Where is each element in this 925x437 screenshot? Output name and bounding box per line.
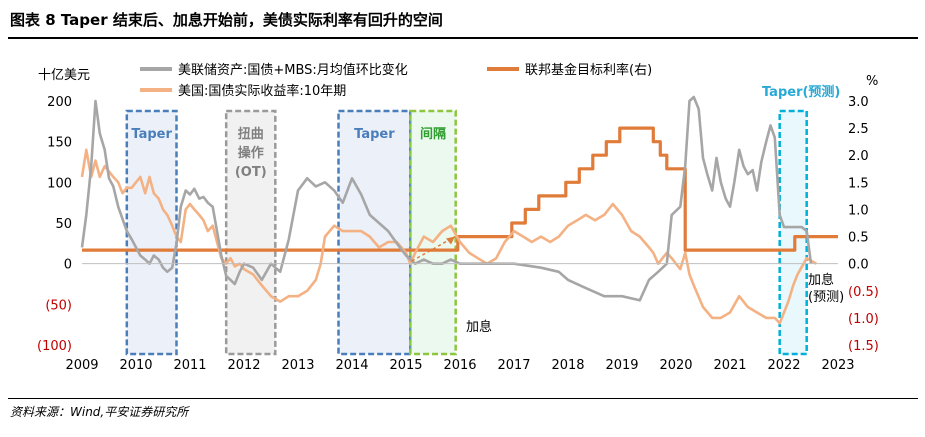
source-note: 资料来源：Wind,平安证券研究所 (10, 405, 189, 419)
x-tick-label: 2021 (713, 358, 746, 373)
title-bar: 图表 8 Taper 结束后、加息开始前，美债实际利率有回升的空间 (8, 6, 918, 39)
left-tick-label: 200 (47, 95, 72, 110)
annotation-box (337, 109, 412, 356)
x-tick-label: 2019 (605, 358, 638, 373)
box-label: 操作 (238, 145, 264, 161)
left-tick-label: 0 (64, 258, 72, 273)
x-tick-label: 2014 (335, 358, 368, 373)
x-tick-label: 2011 (173, 358, 206, 373)
series-layer (80, 95, 838, 325)
x-tick-label: 2016 (443, 358, 476, 373)
x-tick-label: 2013 (281, 358, 314, 373)
box-label: Taper(预测) (762, 84, 840, 100)
series-line (80, 95, 813, 302)
right-tick-label: 1.5 (848, 176, 869, 191)
box-label: (OT) (235, 165, 267, 180)
footer-rule (8, 398, 918, 399)
series-line (82, 126, 838, 252)
annotation-box (224, 109, 277, 356)
x-tick-label: 2012 (227, 358, 260, 373)
annotation-box (778, 109, 808, 356)
x-tick-label: 2010 (119, 358, 152, 373)
x-tick-label: 2022 (767, 358, 800, 373)
x-tick-label: 2023 (821, 358, 854, 373)
hike-arrowhead (446, 236, 455, 245)
box-label: 扭曲 (238, 126, 264, 142)
left-tick-label: (100) (37, 339, 72, 354)
x-tick-label: 2009 (65, 358, 98, 373)
box-label: 间隔 (420, 126, 446, 142)
right-axis-unit: % (866, 74, 878, 89)
right-tick-label: (1.5) (848, 339, 879, 354)
left-tick-label: 150 (47, 136, 72, 151)
legend: 美联储资产:国债+MBS:月均值环比变化 联邦基金目标利率(右) 美国:国债实际收益… (140, 62, 652, 99)
right-tick-label: (1.0) (848, 312, 879, 327)
right-tick-label: 3.0 (848, 95, 869, 110)
legend-label: 美国:国债实际收益率:10年期 (178, 83, 346, 99)
box-label: Taper (354, 127, 395, 142)
left-tick-label: 100 (47, 176, 72, 191)
title-rule (8, 37, 918, 39)
legend-label: 美联储资产:国债+MBS:月均值环比变化 (178, 62, 408, 78)
x-tick-label: 2018 (551, 358, 584, 373)
legend-label: 联邦基金目标利率(右) (525, 62, 652, 78)
annotation-box (125, 109, 178, 356)
right-tick-label: 1.0 (848, 203, 869, 218)
annotation-label: 加息 (466, 319, 492, 335)
left-tick-label: (50) (45, 298, 72, 313)
axes-layer: 200 150 100 50 0 (50) (100) 3.0 2.5 2.0 1.5 1.0 0.5 0… (37, 68, 879, 373)
x-tick-label: 2015 (389, 358, 422, 373)
right-tick-label: 2.5 (848, 122, 869, 137)
x-tick-label: 2020 (659, 358, 692, 373)
annotation-label: (预测) (808, 290, 844, 305)
hike-arrow (411, 235, 456, 262)
annotation-label: 加息 (808, 272, 834, 288)
chart-title: 图表 8 Taper 结束后、加息开始前，美债实际利率有回升的空间 (10, 11, 443, 29)
right-tick-label: 0.0 (848, 258, 869, 273)
box-label: Taper (131, 127, 172, 142)
left-axis-unit: 十亿美元 (38, 68, 90, 83)
left-tick-label: 50 (55, 217, 72, 232)
right-tick-label: 2.0 (848, 149, 869, 164)
right-tick-label: (0.5) (848, 285, 879, 300)
annotation-box (409, 109, 457, 356)
x-tick-label: 2017 (497, 358, 530, 373)
right-tick-label: 0.5 (848, 231, 869, 246)
